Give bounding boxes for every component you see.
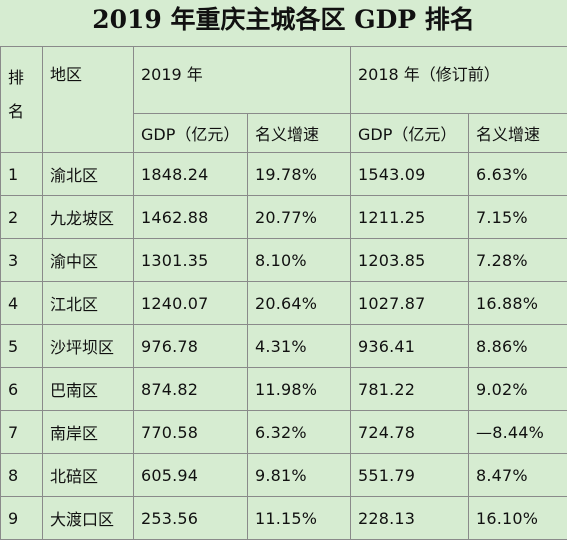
growth-2018-cell: 9.02% bbox=[469, 368, 567, 411]
region-cell: 江北区 bbox=[43, 282, 134, 325]
rank-cell: 4 bbox=[1, 282, 43, 325]
growth-2019-cell: 9.81% bbox=[248, 454, 351, 497]
growth-2018-header: 名义增速 bbox=[469, 114, 567, 153]
region-cell: 巴南区 bbox=[43, 368, 134, 411]
gdp-2018-cell: 936.41 bbox=[351, 325, 469, 368]
table-row: 5 沙坪坝区 976.78 4.31% 936.41 8.86% bbox=[1, 325, 567, 368]
region-cell: 渝北区 bbox=[43, 153, 134, 196]
gdp-2018-cell: 551.79 bbox=[351, 454, 469, 497]
rank-cell: 3 bbox=[1, 239, 43, 282]
gdp-2018-cell: 1211.25 bbox=[351, 196, 469, 239]
table-row: 3 渝中区 1301.35 8.10% 1203.85 7.28% bbox=[1, 239, 567, 282]
gdp-2019-cell: 770.58 bbox=[134, 411, 248, 454]
gdp-2019-cell: 1301.35 bbox=[134, 239, 248, 282]
rank-cell: 2 bbox=[1, 196, 43, 239]
year-2019-header: 2019 年 bbox=[134, 47, 351, 114]
gdp-2019-cell: 976.78 bbox=[134, 325, 248, 368]
region-cell: 沙坪坝区 bbox=[43, 325, 134, 368]
gdp-2018-header: GDP（亿元） bbox=[351, 114, 469, 153]
region-cell: 北碚区 bbox=[43, 454, 134, 497]
page-title: 2019 年重庆主城各区 GDP 排名 bbox=[0, 0, 567, 46]
gdp-2018-cell: 228.13 bbox=[351, 497, 469, 540]
table-row: 8 北碚区 605.94 9.81% 551.79 8.47% bbox=[1, 454, 567, 497]
region-header: 地区 bbox=[43, 47, 134, 153]
growth-2018-cell: 16.88% bbox=[469, 282, 567, 325]
growth-2019-cell: 20.64% bbox=[248, 282, 351, 325]
growth-2018-cell: 8.86% bbox=[469, 325, 567, 368]
table-row: 4 江北区 1240.07 20.64% 1027.87 16.88% bbox=[1, 282, 567, 325]
rank-cell: 7 bbox=[1, 411, 43, 454]
growth-2019-cell: 8.10% bbox=[248, 239, 351, 282]
rank-cell: 5 bbox=[1, 325, 43, 368]
growth-2018-cell: 8.47% bbox=[469, 454, 567, 497]
gdp-2018-cell: 1203.85 bbox=[351, 239, 469, 282]
gdp-2019-header: GDP（亿元） bbox=[134, 114, 248, 153]
header-row-1: 排 名 地区 2019 年 2018 年（修订前） bbox=[1, 47, 567, 114]
growth-2018-cell: 7.15% bbox=[469, 196, 567, 239]
table-row: 2 九龙坡区 1462.88 20.77% 1211.25 7.15% bbox=[1, 196, 567, 239]
gdp-2019-cell: 605.94 bbox=[134, 454, 248, 497]
gdp-2019-cell: 1240.07 bbox=[134, 282, 248, 325]
rank-header: 排 名 bbox=[1, 47, 43, 153]
growth-2018-cell: 16.10% bbox=[469, 497, 567, 540]
growth-2018-cell: —8.44% bbox=[469, 411, 567, 454]
gdp-2019-cell: 1848.24 bbox=[134, 153, 248, 196]
gdp-2018-cell: 724.78 bbox=[351, 411, 469, 454]
rank-header-line2: 名 bbox=[8, 95, 42, 129]
page: 2019 年重庆主城各区 GDP 排名 排 名 地区 2019 年 2018 年… bbox=[0, 0, 567, 526]
growth-2019-cell: 6.32% bbox=[248, 411, 351, 454]
rank-cell: 6 bbox=[1, 368, 43, 411]
rank-cell: 1 bbox=[1, 153, 43, 196]
table-row: 7 南岸区 770.58 6.32% 724.78 —8.44% bbox=[1, 411, 567, 454]
gdp-2018-cell: 781.22 bbox=[351, 368, 469, 411]
gdp-2018-cell: 1543.09 bbox=[351, 153, 469, 196]
growth-2019-header: 名义增速 bbox=[248, 114, 351, 153]
rank-cell: 8 bbox=[1, 454, 43, 497]
table-row: 1 渝北区 1848.24 19.78% 1543.09 6.63% bbox=[1, 153, 567, 196]
gdp-2019-cell: 874.82 bbox=[134, 368, 248, 411]
gdp-2018-cell: 1027.87 bbox=[351, 282, 469, 325]
region-cell: 南岸区 bbox=[43, 411, 134, 454]
growth-2019-cell: 11.98% bbox=[248, 368, 351, 411]
gdp-ranking-table: 排 名 地区 2019 年 2018 年（修订前） GDP（亿元） 名义增速 G… bbox=[0, 46, 567, 540]
table-row: 9 大渡口区 253.56 11.15% 228.13 16.10% bbox=[1, 497, 567, 540]
gdp-2019-cell: 1462.88 bbox=[134, 196, 248, 239]
growth-2019-cell: 11.15% bbox=[248, 497, 351, 540]
growth-2019-cell: 20.77% bbox=[248, 196, 351, 239]
growth-2019-cell: 4.31% bbox=[248, 325, 351, 368]
rank-cell: 9 bbox=[1, 497, 43, 540]
region-cell: 渝中区 bbox=[43, 239, 134, 282]
gdp-2019-cell: 253.56 bbox=[134, 497, 248, 540]
growth-2018-cell: 6.63% bbox=[469, 153, 567, 196]
table-row: 6 巴南区 874.82 11.98% 781.22 9.02% bbox=[1, 368, 567, 411]
region-cell: 大渡口区 bbox=[43, 497, 134, 540]
growth-2019-cell: 19.78% bbox=[248, 153, 351, 196]
growth-2018-cell: 7.28% bbox=[469, 239, 567, 282]
year-2018-header: 2018 年（修订前） bbox=[351, 47, 567, 114]
region-cell: 九龙坡区 bbox=[43, 196, 134, 239]
rank-header-line1: 排 bbox=[8, 61, 42, 95]
